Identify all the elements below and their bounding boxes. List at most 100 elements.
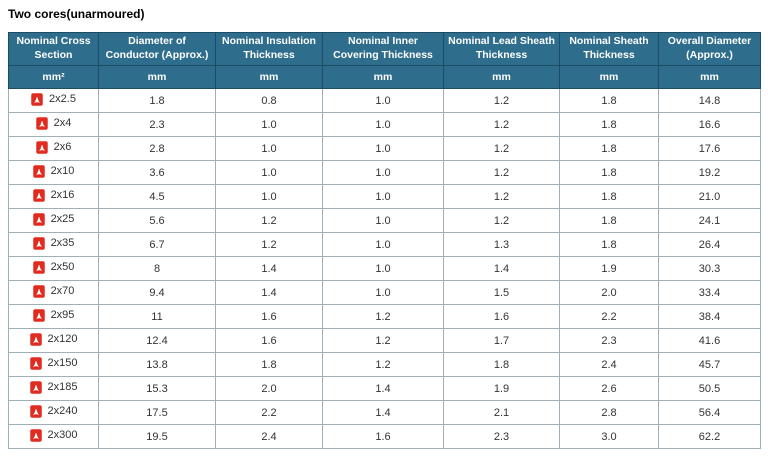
value-cell: 62.2 (658, 424, 761, 449)
value-cell: 1.4 (215, 280, 323, 305)
size-cell: 2x240 (8, 400, 99, 425)
value-cell: 1.0 (322, 112, 444, 137)
table-row: 2x300 19.5 2.4 1.6 2.3 3.0 62.2 (8, 424, 761, 449)
value-cell: 2.8 (559, 400, 659, 425)
pdf-link[interactable]: 2x240 (29, 404, 78, 418)
pdf-icon (31, 92, 43, 106)
table-row: 2x95 11 1.6 1.2 1.6 2.2 38.4 (8, 304, 761, 329)
table-row: 2x185 15.3 2.0 1.4 1.9 2.6 50.5 (8, 376, 761, 401)
pdf-link[interactable]: 2x185 (29, 380, 78, 394)
size-label[interactable]: 2x6 (53, 141, 72, 153)
value-cell: 16.6 (658, 112, 761, 137)
pdf-icon (29, 380, 42, 394)
value-cell: 1.0 (322, 160, 444, 185)
size-label[interactable]: 2x16 (50, 189, 75, 201)
size-label[interactable]: 2x2.5 (49, 93, 76, 105)
value-cell: 33.4 (658, 280, 761, 305)
pdf-link[interactable]: 2x70 (32, 284, 75, 298)
size-label[interactable]: 2x120 (47, 333, 78, 345)
table-row: 2x10 3.6 1.0 1.0 1.2 1.8 19.2 (8, 160, 761, 185)
pdf-link[interactable]: 2x150 (29, 356, 78, 370)
size-label[interactable]: 2x185 (47, 381, 78, 393)
pdf-icon (29, 356, 42, 370)
size-cell: 2x2.5 (8, 88, 99, 113)
value-cell: 2.4 (215, 424, 323, 449)
value-cell: 1.7 (443, 328, 560, 353)
value-cell: 11 (98, 304, 216, 329)
pdf-link[interactable]: 2x16 (32, 188, 75, 202)
value-cell: 3.6 (98, 160, 216, 185)
pdf-link[interactable]: 2x10 (32, 164, 75, 178)
size-cell: 2x120 (8, 328, 99, 353)
value-cell: 8 (98, 256, 216, 281)
value-cell: 1.2 (322, 328, 444, 353)
value-cell: 0.8 (215, 88, 323, 113)
column-unit: mm (443, 65, 560, 89)
value-cell: 2.4 (559, 352, 659, 377)
value-cell: 1.0 (322, 184, 444, 209)
size-label[interactable]: 2x4 (53, 117, 72, 129)
size-label[interactable]: 2x35 (50, 237, 75, 249)
size-cell: 2x4 (8, 112, 99, 137)
value-cell: 1.0 (322, 136, 444, 161)
value-cell: 1.6 (215, 304, 323, 329)
value-cell: 2.2 (215, 400, 323, 425)
value-cell: 1.0 (322, 208, 444, 233)
size-cell: 2x50 (8, 256, 99, 281)
table-row: 2x120 12.4 1.6 1.2 1.7 2.3 41.6 (8, 328, 761, 353)
pdf-icon (35, 116, 48, 130)
size-label[interactable]: 2x10 (50, 165, 75, 177)
table-body: 2x2.5 1.8 0.8 1.0 1.2 1.8 14.8 2x4 2.3 1.0 1.0 1.2 1… (8, 88, 761, 449)
pdf-icon (32, 236, 45, 250)
value-cell: 41.6 (658, 328, 761, 353)
table-row: 2x150 13.8 1.8 1.2 1.8 2.4 45.7 (8, 352, 761, 377)
size-cell: 2x35 (8, 232, 99, 257)
value-cell: 5.6 (98, 208, 216, 233)
column-header: Nominal Lead Sheath Thickness (443, 32, 560, 66)
value-cell: 1.8 (559, 160, 659, 185)
pdf-link[interactable]: 2x300 (29, 428, 78, 442)
size-cell: 2x25 (8, 208, 99, 233)
pdf-link[interactable]: 2x120 (29, 332, 78, 346)
value-cell: 1.2 (443, 136, 560, 161)
value-cell: 1.6 (215, 328, 323, 353)
value-cell: 45.7 (658, 352, 761, 377)
value-cell: 1.2 (443, 160, 560, 185)
pdf-link[interactable]: 2x25 (32, 212, 75, 226)
size-label[interactable]: 2x25 (50, 213, 75, 225)
value-cell: 21.0 (658, 184, 761, 209)
value-cell: 1.0 (322, 256, 444, 281)
value-cell: 1.8 (559, 232, 659, 257)
value-cell: 1.4 (322, 400, 444, 425)
table-row: 2x50 8 1.4 1.0 1.4 1.9 30.3 (8, 256, 761, 281)
value-cell: 13.8 (98, 352, 216, 377)
value-cell: 4.5 (98, 184, 216, 209)
value-cell: 6.7 (98, 232, 216, 257)
table-row: 2x2.5 1.8 0.8 1.0 1.2 1.8 14.8 (8, 88, 761, 113)
value-cell: 1.0 (322, 232, 444, 257)
value-cell: 1.6 (322, 424, 444, 449)
pdf-link[interactable]: 2x50 (32, 260, 75, 274)
pdf-link[interactable]: 2x6 (35, 140, 72, 154)
size-label[interactable]: 2x70 (50, 285, 75, 297)
size-label[interactable]: 2x150 (47, 357, 78, 369)
size-cell: 2x300 (8, 424, 99, 449)
size-label[interactable]: 2x300 (47, 429, 78, 441)
size-label[interactable]: 2x50 (50, 261, 75, 273)
pdf-link[interactable]: 2x35 (32, 236, 75, 250)
value-cell: 1.8 (98, 88, 216, 113)
value-cell: 15.3 (98, 376, 216, 401)
value-cell: 30.3 (658, 256, 761, 281)
value-cell: 1.8 (443, 352, 560, 377)
size-label[interactable]: 2x240 (47, 405, 78, 417)
value-cell: 1.0 (322, 88, 444, 113)
table-row: 2x240 17.5 2.2 1.4 2.1 2.8 56.4 (8, 400, 761, 425)
value-cell: 50.5 (658, 376, 761, 401)
pdf-link[interactable]: 2x2.5 (31, 92, 76, 106)
size-label[interactable]: 2x95 (50, 309, 75, 321)
pdf-link[interactable]: 2x4 (35, 116, 72, 130)
pdf-link[interactable]: 2x95 (32, 308, 75, 322)
value-cell: 1.0 (322, 280, 444, 305)
pdf-icon (29, 428, 42, 442)
value-cell: 17.5 (98, 400, 216, 425)
